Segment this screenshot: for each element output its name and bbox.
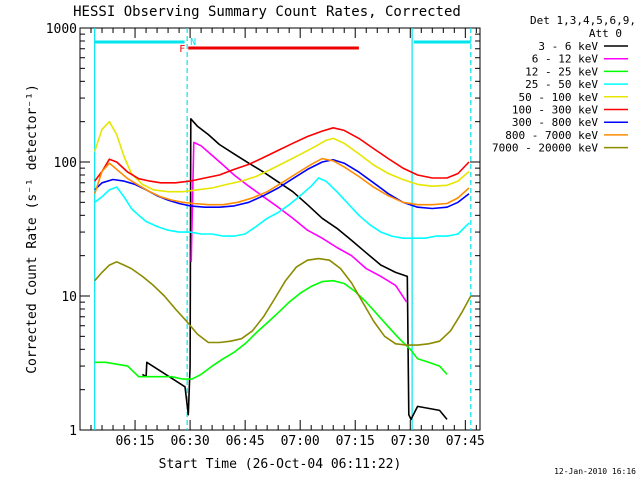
legend-entry-label: 3 - 6 keV — [538, 40, 598, 53]
x-tick-label: 07:45 — [446, 434, 485, 449]
observing-markers: FN — [94, 28, 472, 430]
flare-flag-label: F — [179, 44, 185, 55]
series-line — [94, 177, 470, 239]
chart-title: HESSI Observing Summary Count Rates, Cor… — [73, 4, 461, 20]
legend-entry-label: 50 - 100 keV — [519, 91, 599, 104]
legend-entry-label: 300 - 800 keV — [512, 116, 598, 129]
y-tick-label: 10 — [61, 290, 77, 305]
x-tick-label: 07:15 — [336, 434, 375, 449]
y-tick-label: 1000 — [46, 22, 77, 37]
x-tick-label: 07:30 — [391, 434, 430, 449]
legend-entry-label: 800 - 7000 keV — [505, 129, 598, 142]
legend-entry-label: 12 - 25 keV — [525, 65, 598, 78]
legend-header-2: Att 0 — [589, 27, 622, 40]
x-tick-label: 06:30 — [171, 434, 210, 449]
y-tick-label: 100 — [54, 156, 77, 171]
x-tick-label: 07:00 — [281, 434, 320, 449]
night-flag-label: N — [190, 37, 196, 48]
series-line — [94, 257, 472, 346]
x-tick-label: 06:15 — [115, 434, 154, 449]
y-tick-label: 1 — [69, 424, 77, 439]
series-line — [93, 157, 470, 206]
series-line — [190, 141, 408, 303]
series-line — [94, 279, 448, 380]
legend-entry-label: 6 - 12 keV — [532, 53, 599, 66]
x-axis-label: Start Time (26-Oct-04 06:11:22) — [159, 457, 402, 472]
legend-header-1: Det 1,3,4,5,6,9, — [530, 14, 636, 27]
series-layer — [93, 118, 472, 421]
legend-entry-label: 100 - 300 keV — [512, 104, 598, 117]
series-line — [94, 127, 470, 184]
x-tick-label: 06:45 — [226, 434, 265, 449]
footer-timestamp: 12-Jan-2010 16:16 — [554, 467, 636, 476]
legend-entry-label: 7000 - 20000 keV — [492, 142, 598, 155]
axis-ticks — [80, 27, 480, 431]
y-axis-label: Corrected Count Rate (s⁻¹ detector⁻¹) — [25, 84, 40, 374]
tick-labels: 06:15 06:30 06:45 07:00 07:15 07:30 07:45 1 10 10… — [46, 22, 485, 449]
legend-entry-label: 25 - 50 keV — [525, 78, 598, 91]
plot-frame — [79, 27, 481, 431]
